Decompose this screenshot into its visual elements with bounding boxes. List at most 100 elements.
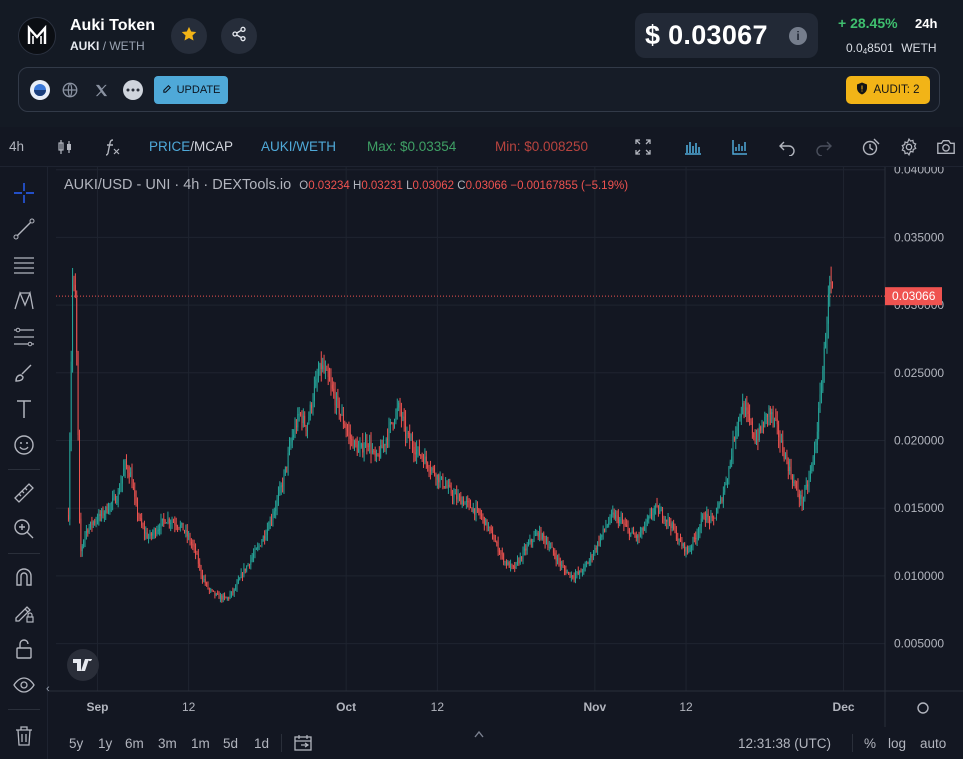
magnet-icon[interactable] <box>11 564 37 590</box>
zoom-in-icon[interactable] <box>11 516 37 542</box>
current-price-label: 0.03066 <box>892 289 936 303</box>
auto-scale-toggle[interactable]: auto <box>920 736 947 751</box>
camera-screenshot-icon[interactable] <box>935 136 957 158</box>
fib-retracement-icon[interactable] <box>11 324 37 350</box>
candle-body <box>685 547 687 552</box>
timeframe-5y[interactable]: 5y <box>69 736 84 751</box>
favorite-button[interactable] <box>171 18 207 54</box>
candle-body <box>246 566 248 571</box>
chart-legend: AUKI/USD - UNI · 4h · DEXTools.io O0.032… <box>64 177 628 193</box>
timeframe-6m[interactable]: 6m <box>125 736 144 751</box>
price-toggle-label[interactable]: PRICE <box>149 139 191 154</box>
date-range-calendar-icon[interactable] <box>293 733 313 758</box>
timeframe-3m[interactable]: 3m <box>158 736 177 751</box>
trash-icon[interactable] <box>11 723 37 749</box>
candle-body <box>431 468 433 471</box>
undo-icon[interactable] <box>776 136 798 158</box>
alert-clock-icon[interactable] <box>860 136 882 158</box>
share-button[interactable] <box>221 18 257 54</box>
candle-body <box>750 420 752 422</box>
candle-body <box>413 447 415 453</box>
candle-body <box>120 483 122 492</box>
settings-gear-icon[interactable] <box>898 136 920 158</box>
audit-button[interactable]: AUDIT: 2 <box>846 76 930 104</box>
horizontal-lines-icon[interactable] <box>11 252 37 278</box>
trend-line-icon[interactable] <box>11 216 37 242</box>
candle-body <box>535 534 536 537</box>
info-icon[interactable]: i <box>789 27 807 45</box>
log-scale-toggle[interactable]: log <box>888 736 907 751</box>
percent-scale-toggle[interactable]: % <box>864 736 877 751</box>
candle-body <box>573 577 575 579</box>
candle-body <box>266 529 268 536</box>
tradingview-logo-icon[interactable] <box>67 649 99 681</box>
more-dots-icon[interactable] <box>123 80 143 100</box>
candle-body <box>483 517 485 526</box>
candle-body <box>626 525 628 527</box>
lock-drawing-icon[interactable] <box>11 600 37 626</box>
candlestick-type-icon[interactable] <box>54 136 76 158</box>
candle-body <box>308 416 310 424</box>
unlock-icon[interactable] <box>11 636 37 662</box>
timeframe-1m[interactable]: 1m <box>191 736 210 751</box>
expand-panel-icon[interactable] <box>474 725 484 743</box>
price-chart[interactable]: 0.0400000.0350000.0300000.0250000.020000… <box>48 163 963 727</box>
candle-body <box>329 376 330 382</box>
candle-body <box>779 437 781 442</box>
candle-body <box>818 407 820 432</box>
eye-visibility-icon[interactable] <box>11 672 37 698</box>
ruler-icon[interactable] <box>11 480 37 506</box>
trades-bars-icon[interactable] <box>682 136 704 158</box>
candle-body <box>427 462 429 468</box>
timeframe-1d[interactable]: 1d <box>254 736 270 751</box>
candle-body <box>344 424 346 428</box>
timeframe-5d[interactable]: 5d <box>223 736 239 751</box>
brush-icon[interactable] <box>11 360 37 386</box>
candle-body <box>488 526 489 529</box>
mcap-toggle-label[interactable]: /MCAP <box>190 139 234 154</box>
candle-body <box>453 494 455 498</box>
indicators-fx-icon[interactable] <box>101 136 123 158</box>
redo-icon[interactable] <box>813 136 835 158</box>
candle-body <box>780 440 782 442</box>
candle-body <box>114 496 116 503</box>
candle-body <box>232 591 234 593</box>
candle-body <box>185 530 187 532</box>
candle-body <box>113 496 115 499</box>
candle-body <box>580 571 582 573</box>
candle-body <box>351 438 353 440</box>
website-globe-icon[interactable] <box>60 80 80 100</box>
candle-body <box>548 547 550 548</box>
price-mcap-toggle[interactable]: PRICE/MCAP <box>149 139 233 154</box>
crosshair-icon[interactable] <box>11 180 37 206</box>
candle-body <box>601 534 603 538</box>
x-twitter-icon[interactable] <box>91 80 111 100</box>
candlestick-chart-svg[interactable]: 0.0400000.0350000.0300000.0250000.020000… <box>48 163 963 727</box>
volume-bars-icon[interactable] <box>729 136 751 158</box>
emoji-icon[interactable] <box>11 432 37 458</box>
candle-body <box>796 486 797 487</box>
candle-body <box>85 530 87 534</box>
candle-body <box>640 532 641 537</box>
candle-body <box>130 472 132 477</box>
open-value: 0.03234 <box>308 180 350 192</box>
candle-body <box>515 562 517 569</box>
pattern-xabcd-icon[interactable] <box>11 288 37 314</box>
candle-body <box>376 454 377 457</box>
chain-logo-icon[interactable] <box>30 80 50 100</box>
candle-body <box>832 283 833 288</box>
fullscreen-icon[interactable] <box>632 136 654 158</box>
utc-clock[interactable]: 12:31:38 (UTC) <box>738 736 832 751</box>
interval-selector[interactable]: 4h <box>9 139 25 154</box>
candle-body <box>141 518 143 526</box>
timeframe-1y[interactable]: 1y <box>98 736 113 751</box>
candle-body <box>628 528 630 537</box>
candle-body <box>74 284 76 298</box>
text-tool-icon[interactable] <box>11 396 37 422</box>
pair-toggle[interactable]: AUKI/WETH <box>261 139 337 154</box>
axis-settings-gear-icon[interactable] <box>917 702 929 714</box>
candle-body <box>123 468 125 477</box>
update-info-button[interactable]: UPDATE <box>154 76 228 104</box>
candle-body <box>506 561 507 565</box>
collapse-tools-icon[interactable]: ‹ <box>46 683 50 695</box>
